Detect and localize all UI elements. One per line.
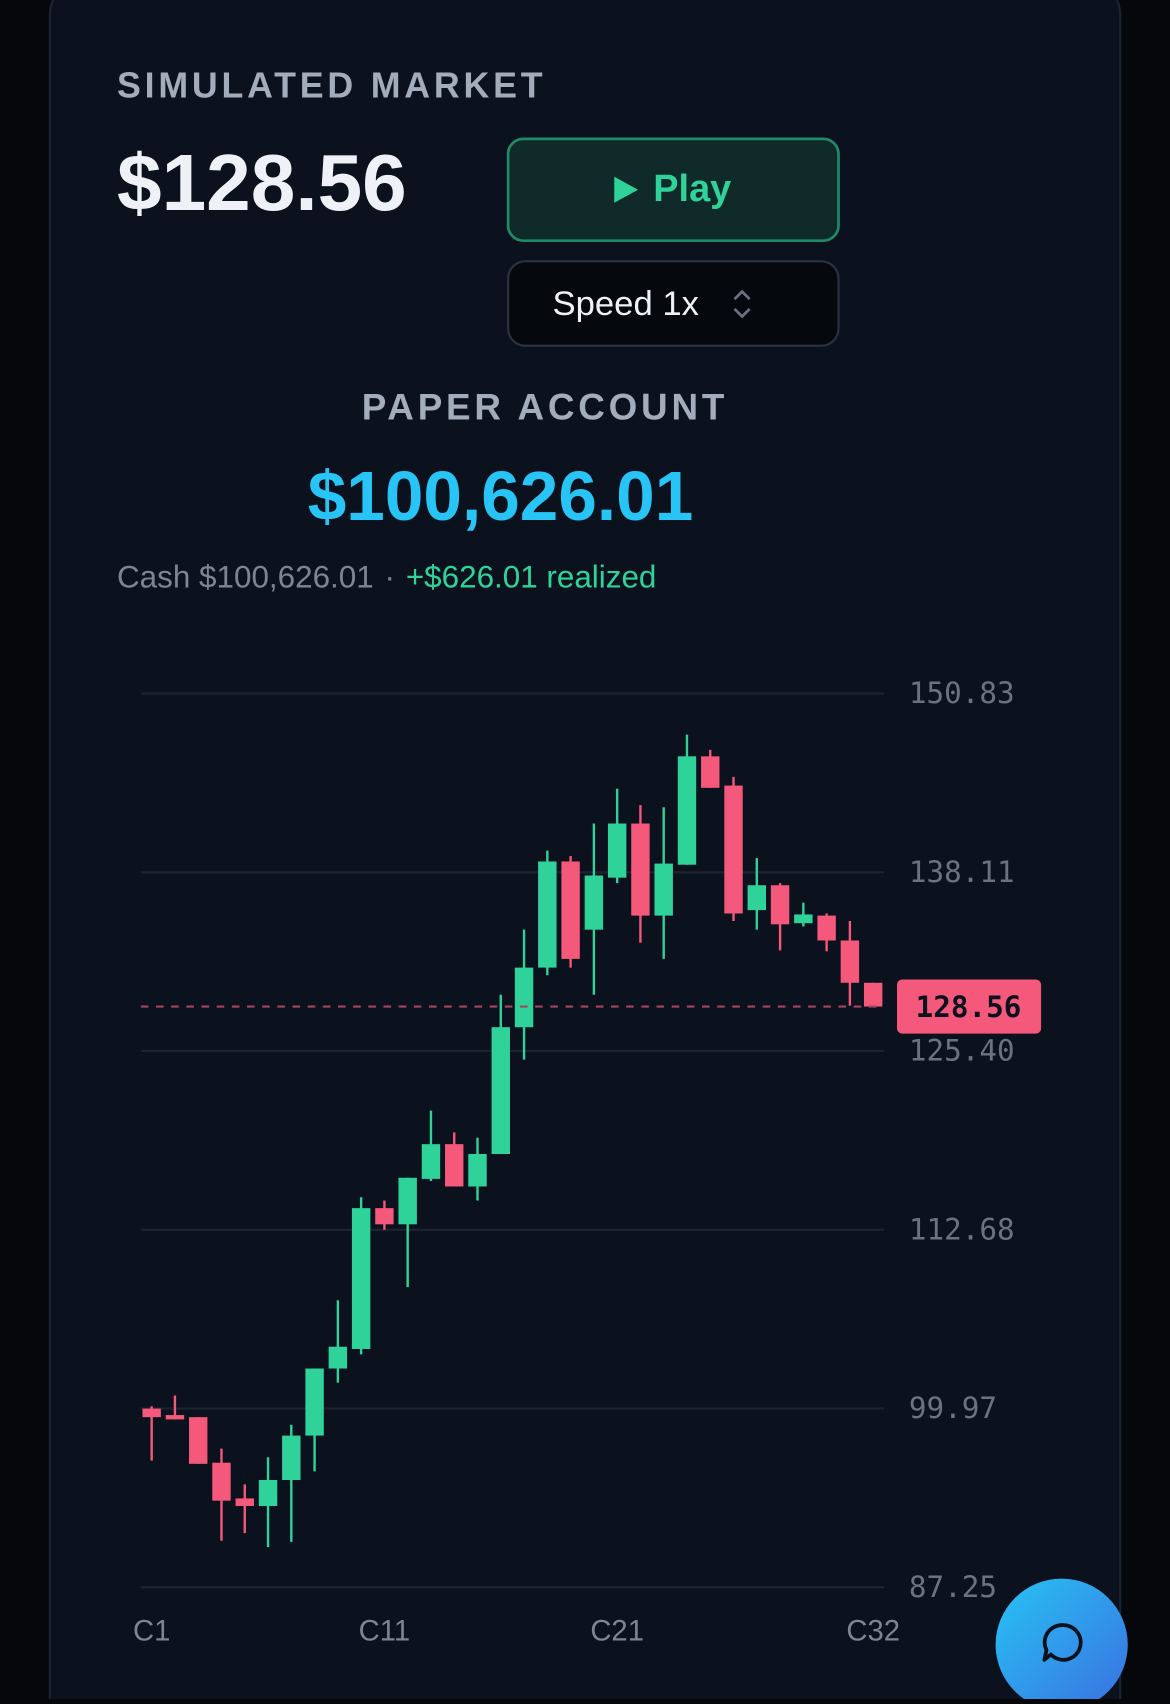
candle-body <box>468 1154 487 1187</box>
last-price-label: 128.56 <box>916 990 1022 1024</box>
chat-button[interactable] <box>995 1578 1128 1704</box>
card <box>48 0 1122 1704</box>
realized: +$626.01 realized <box>406 560 657 595</box>
y-tick-label: 138.11 <box>909 855 1015 889</box>
candle-body <box>631 823 650 916</box>
x-tick-label: C1 <box>133 1615 170 1647</box>
candle-body <box>212 1462 231 1501</box>
candle-body <box>747 885 767 911</box>
candle-body <box>189 1417 208 1464</box>
candle-body <box>701 756 720 788</box>
chevrons <box>733 289 751 319</box>
candle-body <box>328 1346 348 1369</box>
candle-body <box>561 861 580 959</box>
candle-body <box>142 1408 161 1418</box>
candle-body <box>305 1368 324 1436</box>
speed-label[interactable]: Speed 1x <box>552 285 698 323</box>
candle-body <box>282 1435 301 1480</box>
play-icon <box>614 176 639 203</box>
chat-icon <box>1042 1623 1083 1662</box>
candle-body <box>375 1208 394 1225</box>
candle-body <box>514 967 534 1028</box>
candle-body <box>398 1177 417 1225</box>
candle-body <box>724 785 743 914</box>
candle-body <box>258 1479 278 1506</box>
x-tick-label: C32 <box>846 1615 900 1647</box>
market-label: SIMULATED MARKET <box>117 65 546 105</box>
candle-body <box>445 1144 464 1187</box>
x-tick-label: C11 <box>359 1615 411 1647</box>
account-label: PAPER ACCOUNT <box>362 386 728 427</box>
y-tick-label: 87.25 <box>909 1570 997 1604</box>
candle-body <box>863 982 883 1007</box>
price: $128.56 <box>117 137 407 227</box>
candle-body <box>817 915 836 941</box>
candle-body <box>421 1144 441 1179</box>
y-tick-label: 99.97 <box>909 1391 997 1425</box>
separator: · <box>385 560 395 595</box>
candle-body <box>538 861 557 968</box>
candle-body <box>770 885 790 925</box>
candlestick-chart: 87.25 99.97 112.68 125.40 138.11 150.83 C1 C11 C… <box>133 676 1042 1647</box>
y-tick-label: 112.68 <box>909 1212 1015 1246</box>
candle-body <box>840 940 860 983</box>
y-tick-label: 150.83 <box>909 676 1015 710</box>
x-tick-label: C21 <box>590 1615 644 1647</box>
candle-body <box>584 875 604 930</box>
candle-body <box>607 823 627 878</box>
candle-body <box>677 756 697 865</box>
candle-body <box>351 1208 371 1349</box>
cash: Cash $100,626.01 <box>117 560 374 595</box>
candle-body <box>654 863 673 916</box>
y-tick-label: 125.40 <box>909 1034 1015 1068</box>
equity: $100,626.01 <box>308 457 694 535</box>
candle-body <box>165 1415 185 1420</box>
candle-body <box>794 914 813 924</box>
account-summary: Cash $100,626.01 · +$626.01 realized <box>117 560 656 595</box>
speed-bg[interactable] <box>506 260 840 347</box>
chat-bg[interactable] <box>995 1578 1128 1704</box>
play-label[interactable]: Play <box>653 168 731 210</box>
candle-body <box>235 1498 254 1506</box>
play-button-bg[interactable] <box>506 137 840 243</box>
play-button[interactable]: Play <box>506 137 840 243</box>
candle-body <box>491 1027 510 1155</box>
speed-select[interactable]: Speed 1x <box>506 260 840 347</box>
last-price-badge <box>897 979 1042 1034</box>
